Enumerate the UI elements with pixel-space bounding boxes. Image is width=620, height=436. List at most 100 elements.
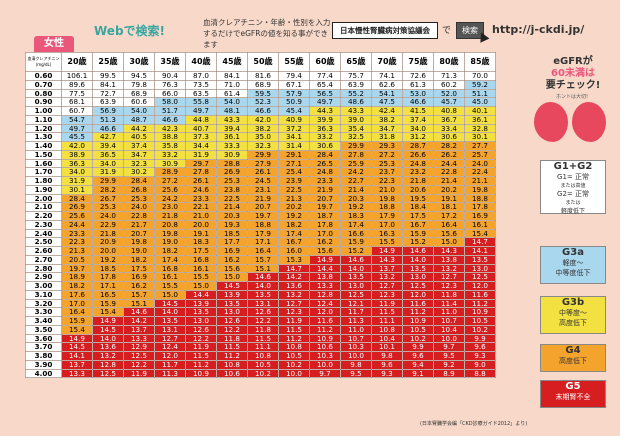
- egfr-cell: 12.0: [464, 281, 496, 291]
- egfr-cell: 71.0: [216, 79, 248, 90]
- egfr-cell: 40.7: [185, 123, 217, 134]
- egfr-cell: 31.9: [185, 149, 217, 160]
- egfr-cell: 9.3: [464, 351, 496, 361]
- creatinine-value: 3.20: [25, 298, 62, 309]
- egfr-cell: 27.8: [185, 167, 217, 177]
- egfr-cell: 14.0: [340, 263, 372, 274]
- egfr-cell: 84.1: [92, 79, 124, 90]
- egfr-cell: 22.5: [278, 184, 310, 195]
- table-row: 1.80 31.9 29.9 28.4 27.2 26.1 25.3 24.5 23.9 23.3…: [25, 176, 496, 186]
- egfr-cell: 65.4: [309, 79, 341, 90]
- egfr-cell: 31.9: [61, 176, 93, 186]
- egfr-cell: 37.4: [402, 114, 434, 125]
- header-bar: Webで検索! 血清クレアチニン・年齢・性別を入力 するだけでeGFRの値を知る…: [0, 0, 620, 52]
- egfr-cell: 19.5: [402, 193, 434, 204]
- egfr-cell: 13.7: [123, 324, 155, 335]
- egfr-cell: 11.9: [278, 316, 310, 326]
- egfr-cell: 12.4: [154, 342, 186, 352]
- creatinine-value: 3.90: [25, 359, 62, 370]
- egfr-cell: 15.9: [61, 316, 93, 326]
- egfr-cell: 41.5: [402, 106, 434, 116]
- egfr-cell: 12.1: [340, 298, 372, 309]
- egfr-cell: 18.2: [61, 281, 93, 291]
- egfr-cell: 14.5: [92, 324, 124, 335]
- egfr-cell: 21.7: [123, 219, 155, 230]
- egfr-cell: 17.4: [340, 219, 372, 230]
- age-header: 65歳: [340, 52, 372, 72]
- egfr-cell: 15.0: [185, 281, 217, 291]
- search-box[interactable]: 日本慢性腎臓病対策協議会: [332, 22, 438, 39]
- search-button[interactable]: 検索: [456, 22, 484, 39]
- egfr-cell: 26.2: [433, 149, 465, 160]
- egfr-cell: 32.8: [464, 123, 496, 134]
- egfr-cell: 29.9: [340, 141, 372, 151]
- egfr-cell: 11.6: [464, 289, 496, 300]
- table-row: 3.70 14.5 13.6 12.9 12.4 11.9 11.5 11.1 10.8 10.6…: [25, 342, 496, 352]
- egfr-cell: 10.3: [340, 342, 372, 352]
- egfr-cell: 14.9: [61, 333, 93, 344]
- egfr-cell: 11.3: [154, 368, 186, 379]
- egfr-cell: 20.3: [340, 193, 372, 204]
- egfr-cell: 28.4: [309, 149, 341, 160]
- egfr-cell: 47.5: [371, 97, 403, 107]
- egfr-cell: 22.7: [340, 176, 372, 186]
- instruction-line-1: 血清クレアチニン・年齢・性別を入力: [203, 18, 331, 27]
- egfr-cell: 11.1: [371, 316, 403, 326]
- egfr-cell: 14.0: [92, 333, 124, 344]
- egfr-cell: 77.4: [309, 71, 341, 81]
- egfr-cell: 9.6: [402, 351, 434, 361]
- egfr-cell: 8.8: [464, 368, 496, 379]
- egfr-cell: 11.5: [247, 333, 279, 344]
- egfr-cell: 11.8: [247, 324, 279, 335]
- egfr-cell: 12.7: [433, 272, 465, 282]
- egfr-cell: 21.4: [216, 202, 248, 212]
- kidney-caption: ホントは大切!: [556, 94, 589, 100]
- egfr-cell: 13.5: [464, 254, 496, 265]
- egfr-cell: 31.8: [371, 132, 403, 142]
- egfr-cell: 68.9: [123, 88, 155, 99]
- egfr-cell: 17.8: [464, 202, 496, 212]
- egfr-cell: 75.7: [340, 71, 372, 81]
- egfr-cell: 13.1: [154, 324, 186, 335]
- egfr-cell: 24.0: [92, 211, 124, 221]
- egfr-cell: 76.3: [154, 79, 186, 90]
- egfr-cell: 37.4: [123, 141, 155, 151]
- egfr-cell: 15.3: [278, 254, 310, 265]
- callout-line-3: 要チェック!: [545, 80, 601, 91]
- egfr-cell: 74.1: [371, 71, 403, 81]
- legend-g3b-line-2: 高度低下: [559, 319, 587, 327]
- site-url[interactable]: http://j-ckdi.jp/: [492, 23, 585, 36]
- egfr-cell: 16.2: [309, 237, 341, 247]
- egfr-cell: 10.5: [278, 351, 310, 361]
- egfr-cell: 63.9: [92, 97, 124, 107]
- egfr-cell: 20.6: [402, 184, 434, 195]
- egfr-cell: 14.7: [464, 237, 496, 247]
- egfr-cell: 12.5: [123, 351, 155, 361]
- egfr-cell: 34.4: [185, 141, 217, 151]
- egfr-cell: 12.3: [433, 281, 465, 291]
- egfr-cell: 19.7: [247, 211, 279, 221]
- egfr-cell: 56.5: [309, 88, 341, 99]
- egfr-cell: 50.9: [278, 97, 310, 107]
- egfr-cell: 44.2: [123, 123, 155, 134]
- egfr-cell: 63.9: [340, 79, 372, 90]
- egfr-cell: 15.1: [247, 263, 279, 274]
- creatinine-value: 3.40: [25, 316, 62, 326]
- egfr-cell: 20.7: [123, 228, 155, 239]
- egfr-cell: 39.0: [340, 114, 372, 125]
- egfr-cell: 59.2: [464, 79, 496, 90]
- egfr-cell: 33.2: [309, 132, 341, 142]
- egfr-cell: 8.9: [433, 368, 465, 379]
- egfr-cell: 68.1: [61, 97, 93, 107]
- egfr-cell: 26.5: [309, 158, 341, 169]
- egfr-cell: 24.2: [340, 167, 372, 177]
- egfr-cell: 34.7: [371, 123, 403, 134]
- egfr-cell: 9.2: [433, 359, 465, 370]
- creatinine-value: 0.60: [25, 71, 62, 81]
- egfr-cell: 17.9: [371, 211, 403, 221]
- age-header: 40歳: [185, 52, 217, 72]
- egfr-cell: 28.9: [154, 167, 186, 177]
- table-row: 1.30 45.5 42.7 40.5 38.8 37.3 36.1 35.0 34.1 33.2…: [25, 132, 496, 142]
- egfr-cell: 25.3: [123, 193, 155, 204]
- egfr-cell: 12.2: [216, 324, 248, 335]
